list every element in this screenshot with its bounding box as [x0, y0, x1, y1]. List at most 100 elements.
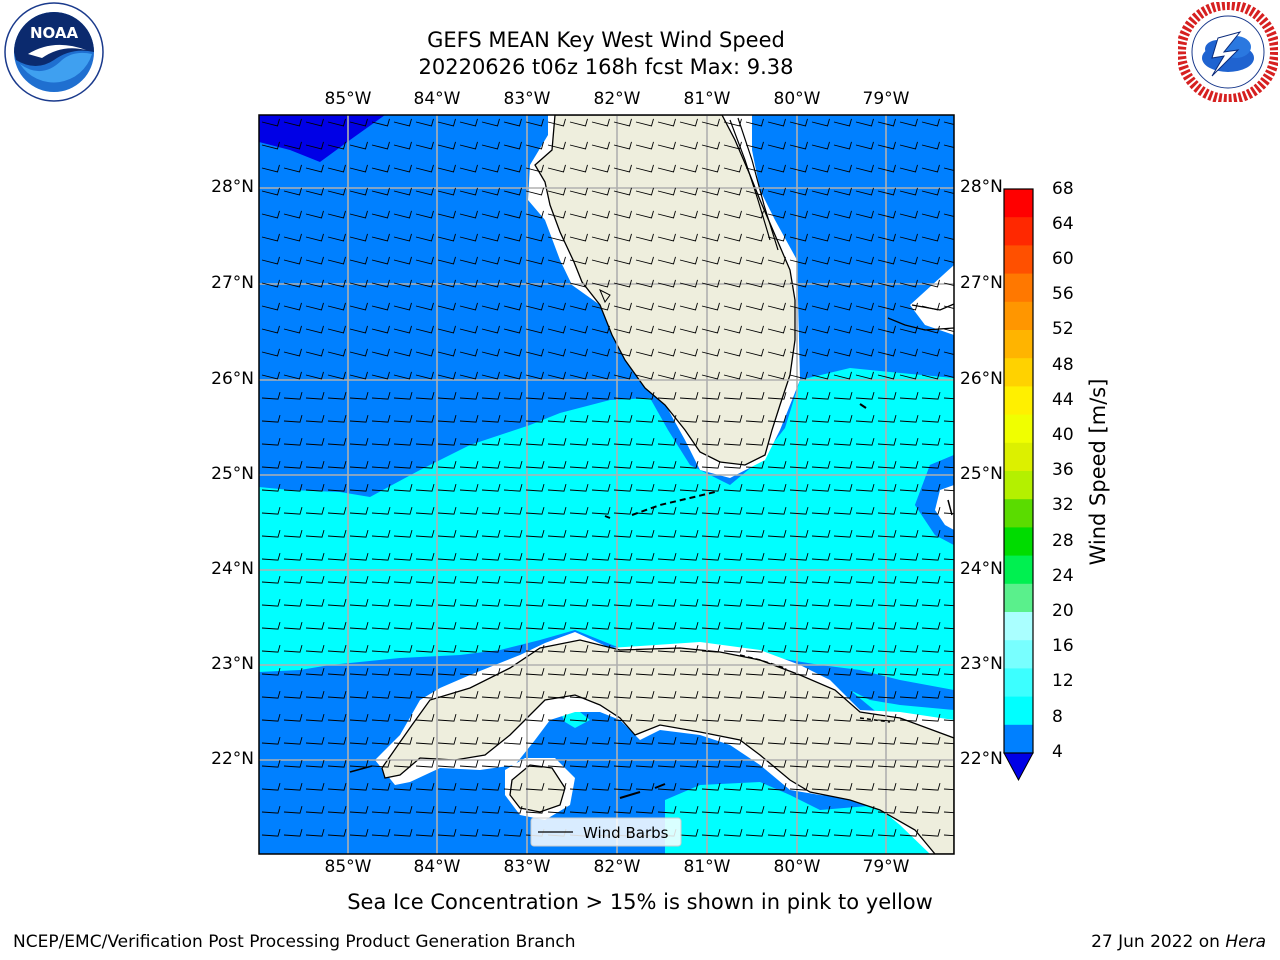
wind-barb — [657, 460, 677, 469]
wind-barb — [437, 233, 456, 242]
lon-label-top: 80°W — [773, 89, 821, 109]
wind-barb — [305, 667, 325, 676]
wind-barb — [569, 256, 588, 265]
wind-barb — [723, 187, 742, 196]
wind-barb — [613, 187, 632, 196]
wind-barb — [305, 759, 325, 768]
lon-label-bottom: 84°W — [413, 857, 461, 877]
wind-barb — [943, 765, 954, 768]
wind-barb — [767, 483, 787, 492]
wind-barb — [635, 460, 655, 469]
wind-barb — [811, 667, 831, 676]
lat-label-left: 24°N — [211, 559, 254, 579]
wind-barb — [723, 256, 742, 265]
wind-barb — [767, 644, 787, 653]
wind-barb — [503, 164, 522, 173]
wind-barb — [327, 529, 347, 538]
wind-barb — [767, 210, 786, 219]
wind-barb — [899, 483, 919, 492]
wind-barb — [745, 690, 765, 699]
wind-barb — [613, 483, 633, 492]
wind-barb — [525, 713, 545, 722]
wind-barb — [503, 667, 523, 676]
wind-barb — [811, 348, 830, 357]
wind-barb — [305, 690, 325, 699]
wind-barb — [349, 805, 369, 814]
wind-barb — [701, 552, 721, 561]
wind-barb — [767, 187, 786, 196]
wind-barb — [327, 348, 346, 357]
wind-barb — [261, 391, 281, 400]
wind-barb — [657, 187, 676, 196]
wind-barb — [261, 644, 281, 653]
wind-barb — [701, 736, 721, 745]
wind-barb — [371, 256, 390, 265]
colorbar-tick: 4 — [1052, 742, 1063, 762]
wind-barb — [283, 759, 303, 768]
wind-barb — [635, 529, 655, 538]
wind-barb — [899, 828, 919, 837]
wind-barb — [283, 210, 302, 219]
wind-barb — [635, 164, 654, 173]
wind-barb — [899, 391, 919, 400]
wind-barb — [261, 529, 281, 538]
wind-barb — [371, 759, 391, 768]
wind-barb — [745, 118, 764, 127]
wind-barb — [899, 302, 918, 311]
wind-barb — [261, 575, 281, 584]
wind-barb — [591, 644, 611, 653]
wind-barb — [943, 788, 954, 791]
wind-barb — [789, 552, 809, 561]
wind-barb — [437, 414, 457, 423]
wind-barb — [899, 644, 919, 653]
wind-barb — [327, 736, 347, 745]
wind-barb — [767, 325, 786, 334]
wind-barb — [723, 414, 743, 423]
wind-barb — [613, 736, 633, 745]
wind-barb — [481, 414, 501, 423]
wind-barb — [371, 690, 391, 699]
wind-barb — [547, 348, 566, 357]
wind-barb — [657, 483, 677, 492]
wind-barb — [635, 690, 655, 699]
wind-barb — [525, 256, 544, 265]
wind-barb — [679, 828, 699, 837]
wind-barb — [459, 414, 479, 423]
wind-barb — [943, 167, 954, 171]
wind-barb — [569, 391, 589, 400]
wind-barb — [283, 256, 302, 265]
wind-barb — [261, 325, 280, 334]
wind-barb — [525, 690, 545, 699]
wind-barb — [547, 782, 567, 791]
wind-barb — [525, 506, 545, 515]
wind-barb — [877, 233, 896, 242]
lon-label-bottom: 80°W — [773, 857, 821, 877]
wind-barb — [921, 805, 941, 814]
wind-barb — [393, 759, 413, 768]
wind-barb — [767, 460, 787, 469]
colorbar-segment — [1004, 245, 1033, 275]
wind-barb — [789, 210, 808, 219]
wind-barb — [943, 512, 954, 515]
wind-barb — [811, 279, 830, 288]
wind-barb — [921, 690, 941, 699]
wind-barb — [723, 483, 743, 492]
wind-barb — [789, 667, 809, 676]
wind-barb — [261, 805, 281, 814]
wind-barb — [855, 506, 875, 515]
wind-barb — [877, 621, 897, 630]
wind-barb — [569, 187, 588, 196]
wind-barb — [921, 575, 941, 584]
colorbar-tick: 8 — [1052, 707, 1063, 727]
wind-barb — [459, 164, 478, 173]
wind-barb — [547, 437, 567, 446]
wind-barb — [569, 325, 588, 334]
wind-barb — [811, 483, 831, 492]
wind-barb — [591, 506, 611, 515]
wind-barb — [371, 164, 390, 173]
wind-barb — [811, 437, 831, 446]
wind-barb — [415, 552, 435, 561]
wind-barb — [613, 805, 633, 814]
wind-barb — [921, 598, 941, 607]
wind-barb — [459, 713, 479, 722]
